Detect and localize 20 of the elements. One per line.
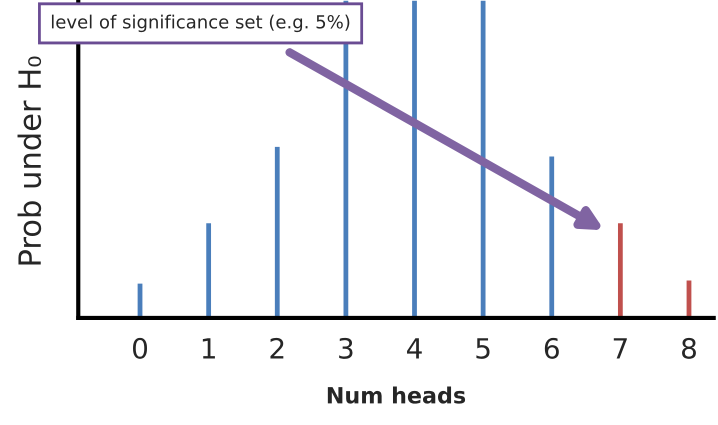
x-tick-label: 2 xyxy=(270,338,284,358)
y-axis-title: Prob under H₀ xyxy=(18,56,42,264)
bar xyxy=(685,279,693,318)
x-tick-label: 4 xyxy=(407,338,422,358)
bar xyxy=(616,222,624,318)
x-tick-label: 6 xyxy=(544,338,559,359)
x-tick-label: 7 xyxy=(614,338,627,358)
bar xyxy=(136,282,144,318)
x-axis-title: Num heads xyxy=(328,386,466,404)
bar xyxy=(548,155,556,318)
x-tick-label: 0 xyxy=(133,338,148,359)
bar xyxy=(410,0,418,318)
x-tick-label: 8 xyxy=(682,338,696,359)
annotation: level of significance set (e.g. 5%) xyxy=(52,14,350,32)
x-tick-label: 5 xyxy=(476,338,490,359)
x-tick-label: 1 xyxy=(202,338,215,358)
bar xyxy=(273,146,282,318)
x-tick-label: 3 xyxy=(339,338,352,359)
bar xyxy=(479,0,487,318)
bar xyxy=(204,222,212,318)
